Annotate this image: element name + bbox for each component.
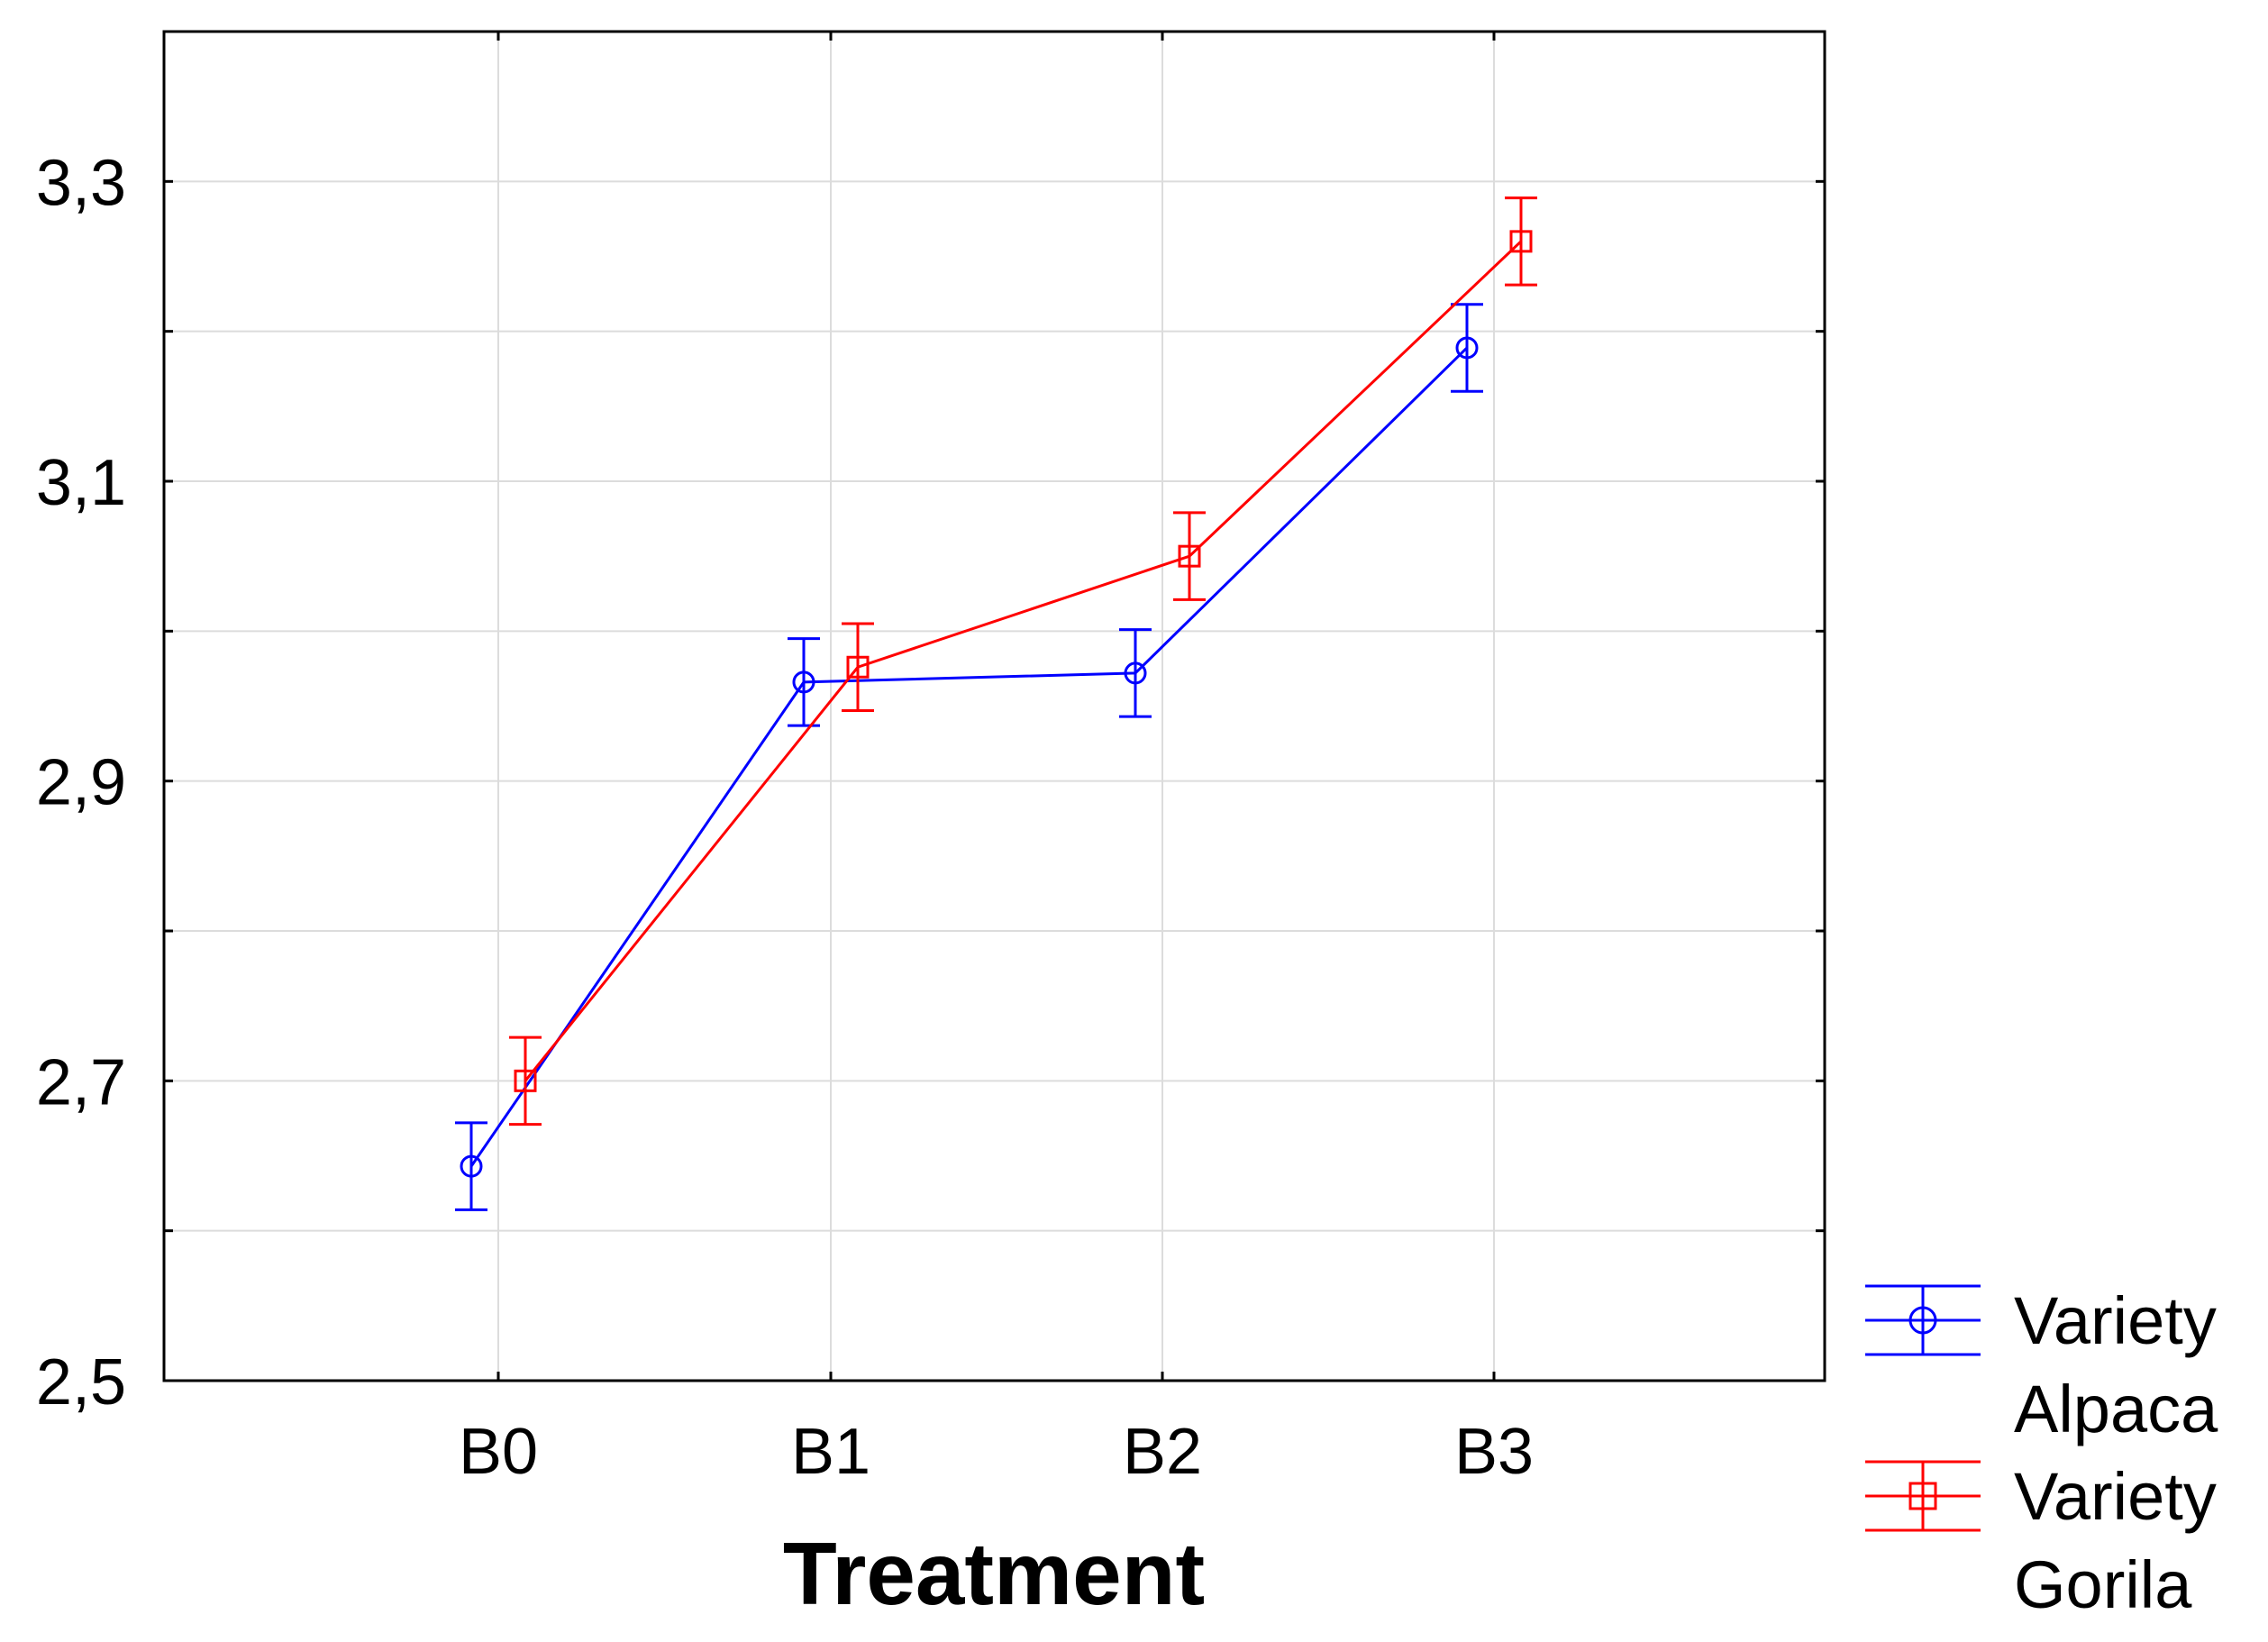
x-axis-title: Treatment: [783, 1524, 1205, 1623]
x-tick-label: B3: [1454, 1416, 1534, 1488]
data-point: [1124, 661, 1147, 685]
data-point: [1509, 230, 1533, 253]
data-point: [846, 655, 870, 679]
legend: Variety Alpaca Variety Gorila: [1865, 1283, 2218, 1622]
y-tick-label: 2,5: [36, 1346, 126, 1419]
series-layer: [455, 196, 1537, 1211]
series-variety-alpaca: [455, 303, 1483, 1211]
legend-item-variety-gorila: Variety Gorila: [1865, 1459, 2217, 1622]
series-line: [469, 346, 1469, 1167]
plot-frame: [162, 30, 1826, 1382]
legend-label: Variety: [2014, 1283, 2217, 1358]
legend-square-marker: [1908, 1482, 1937, 1510]
y-tick-label: 3,1: [36, 447, 126, 519]
y-axis: 2,5 2,7 2,9 3,1 3,3: [36, 147, 1825, 1419]
legend-item-variety-alpaca: Variety Alpaca: [1865, 1283, 2218, 1446]
x-tick-label: B1: [791, 1416, 870, 1488]
grid: [164, 32, 1825, 1381]
data-point: [792, 670, 815, 694]
x-axis: B0 B1 B2 B3: [459, 32, 1534, 1488]
legend-circle-marker: [1908, 1306, 1937, 1335]
series-line: [524, 240, 1523, 1082]
x-tick-label: B2: [1123, 1416, 1202, 1488]
data-point: [460, 1154, 483, 1178]
y-tick-label: 2,7: [36, 1046, 126, 1118]
legend-label: Gorila: [2014, 1547, 2192, 1622]
data-point: [1178, 544, 1201, 568]
y-tick-label: 2,9: [36, 747, 126, 819]
series-variety-gorila: [509, 196, 1537, 1127]
y-tick-label: 3,3: [36, 147, 126, 219]
data-point: [1455, 336, 1479, 360]
legend-label: Variety: [2014, 1459, 2217, 1534]
data-point: [514, 1069, 537, 1092]
x-tick-label: B0: [459, 1416, 538, 1488]
legend-label: Alpaca: [2014, 1372, 2218, 1446]
